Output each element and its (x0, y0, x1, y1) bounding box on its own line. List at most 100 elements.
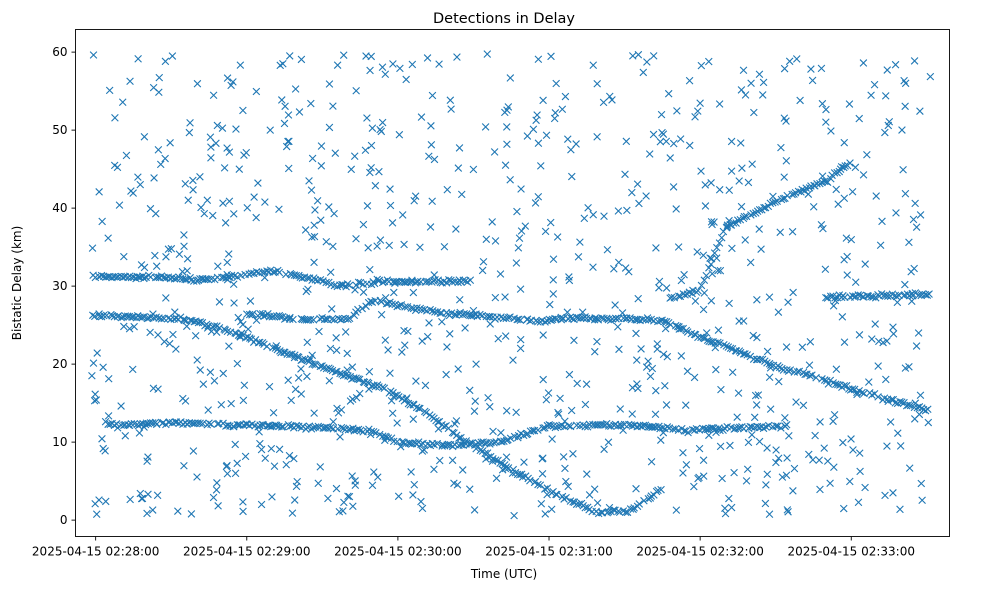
track-e-point (680, 427, 689, 435)
clutter-point (763, 470, 772, 479)
track-a-point (434, 418, 442, 426)
track-b-point (904, 401, 913, 409)
track-c-point (719, 227, 728, 236)
clutter-point (851, 163, 860, 172)
clutter-point (700, 289, 709, 297)
clutter-point (409, 491, 417, 499)
clutter-point (679, 448, 687, 457)
track-e-point (684, 428, 692, 437)
clutter-point (815, 456, 823, 464)
clutter-point (455, 144, 464, 152)
clutter-point (759, 78, 768, 87)
clutter-point (423, 54, 432, 62)
clutter-point (808, 76, 817, 85)
clutter-point (874, 362, 882, 370)
clutter-point (741, 236, 750, 244)
clutter-point (223, 144, 231, 152)
clutter-point (367, 163, 375, 172)
track-b-point (330, 316, 339, 324)
clutter-point (417, 497, 425, 506)
clutter-point (122, 151, 131, 160)
clutter-point (623, 206, 631, 215)
clutter-point (676, 135, 685, 143)
clutter-point (868, 335, 876, 343)
clutter-point (152, 262, 161, 270)
clutter-point (750, 413, 759, 422)
track-e-point (539, 424, 547, 432)
clutter-point (881, 128, 889, 137)
clutter-point (871, 320, 879, 328)
track-c-point (771, 198, 779, 206)
track-e-point (715, 424, 723, 432)
clutter-point (150, 174, 158, 182)
clutter-point (494, 334, 503, 343)
track-c-point (755, 206, 764, 214)
track-d-point (370, 279, 379, 288)
clutter-point (655, 277, 664, 286)
clutter-point (311, 206, 319, 214)
clutter-point (783, 506, 792, 514)
clutter-point (113, 424, 122, 432)
clutter-point (281, 102, 289, 111)
clutter-point (520, 458, 528, 466)
clutter-point (677, 352, 686, 360)
clutter-point (446, 96, 455, 104)
clutter-point (702, 425, 710, 433)
clutter-point (763, 444, 771, 452)
x-tick-label: 2025-04-15 02:28:00 (32, 545, 159, 559)
clutter-point (396, 442, 405, 451)
track-e-point (735, 423, 744, 432)
track-e-point (506, 434, 515, 443)
clutter-point (95, 310, 103, 318)
track-d-point (170, 275, 179, 283)
clutter-point (140, 423, 148, 431)
clutter-point (220, 164, 229, 172)
track-e-point (498, 437, 506, 446)
clutter-point (209, 493, 218, 502)
clutter-point (565, 276, 574, 285)
track-b-point (426, 305, 434, 314)
clutter-point (716, 442, 725, 451)
clutter-point (332, 484, 341, 493)
clutter-point (331, 149, 340, 157)
clutter-point (492, 474, 501, 483)
clutter-point (196, 366, 205, 374)
clutter-point (516, 335, 525, 344)
clutter-point (734, 389, 743, 397)
track-b-point (354, 305, 362, 314)
clutter-point (452, 225, 460, 233)
clutter-point (774, 308, 783, 316)
clutter-point (120, 322, 128, 331)
clutter-point (275, 205, 283, 214)
clutter-point (290, 496, 299, 504)
track-d-point (275, 268, 284, 277)
clutter-point (523, 315, 531, 324)
clutter-point (291, 351, 299, 359)
clutter-point (92, 510, 101, 518)
track-b-point (407, 304, 416, 312)
clutter-point (503, 106, 511, 115)
track-b-point (677, 324, 685, 333)
clutter-point (352, 234, 360, 243)
clutter-point (855, 114, 864, 123)
clutter-point (133, 272, 142, 281)
track-c-point (681, 291, 689, 299)
clutter-point (733, 413, 741, 421)
clutter-point (614, 258, 623, 267)
track-c-point (717, 233, 726, 242)
clutter-point (416, 243, 424, 252)
clutter-point (510, 511, 518, 520)
clutter-point (203, 196, 212, 204)
clutter-point (816, 418, 824, 426)
track-b-point (388, 300, 396, 308)
clutter-point (101, 417, 110, 426)
clutter-point (554, 410, 563, 418)
clutter-point (513, 207, 521, 216)
clutter-point (905, 238, 913, 247)
clutter-point (896, 505, 904, 514)
clutter-point (448, 456, 457, 465)
clutter-point (842, 234, 851, 242)
clutter-point (428, 197, 436, 206)
clutter-point (425, 152, 433, 161)
clutter-point (674, 243, 683, 251)
